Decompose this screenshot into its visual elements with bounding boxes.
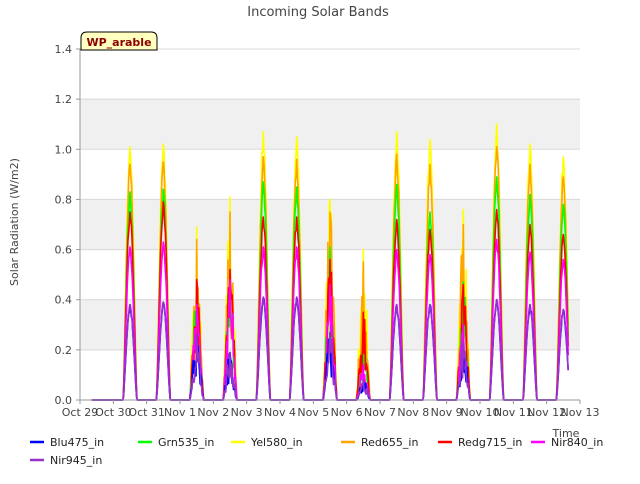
y-tick-label: 0.6 <box>55 244 73 257</box>
x-tick-label: Nov 8 <box>397 406 429 419</box>
site-badge: WP_arable <box>80 31 158 51</box>
x-tick-label: Nov 7 <box>364 406 396 419</box>
x-tick-label: Nov 12 <box>527 406 566 419</box>
chart-title: Incoming Solar Bands <box>247 5 389 20</box>
y-tick-label: 1.0 <box>55 143 73 156</box>
x-tick-label: Nov 4 <box>264 406 296 419</box>
x-tick-label: Oct 30 <box>95 406 132 419</box>
x-tick-label: Nov 5 <box>297 406 329 419</box>
legend-label-yel580-in: Yel580_in <box>250 436 303 449</box>
x-tick-label: Nov 1 <box>164 406 196 419</box>
site-badge-label: WP_arable <box>86 36 151 49</box>
y-tick-label: 0.0 <box>55 394 73 407</box>
legend-label-grn535-in: Grn535_in <box>158 436 214 449</box>
x-tick-label: Nov 10 <box>461 406 500 419</box>
y-axis-label: Solar Radiation (W/m2) <box>8 158 21 286</box>
legend-label-red655-in: Red655_in <box>361 436 418 449</box>
x-tick-label: Oct 29 <box>62 406 99 419</box>
x-axis-label: Time <box>552 427 580 440</box>
y-tick-label: 0.2 <box>55 344 73 357</box>
x-tick-label: Nov 6 <box>331 406 363 419</box>
grid-band <box>80 99 580 150</box>
y-tick-label: 1.2 <box>55 93 73 106</box>
y-tick-label: 0.4 <box>55 294 73 307</box>
legend-label-nir945-in: Nir945_in <box>50 454 102 467</box>
site-badge-box <box>80 31 158 51</box>
x-tick-label: Nov 13 <box>561 406 600 419</box>
legend-label-blu475-in: Blu475_in <box>50 436 104 449</box>
x-tick-label: Oct 31 <box>128 406 165 419</box>
x-tick-label: Nov 9 <box>431 406 463 419</box>
x-tick-label: Nov 3 <box>231 406 263 419</box>
x-tick-label: Nov 2 <box>197 406 229 419</box>
legend: Blu475_in Grn535_in Yel580_in Red655_in Redg… <box>30 436 603 467</box>
x-tick-label: Nov 11 <box>494 406 533 419</box>
legend-label-nir840-in: Nir840_in <box>551 436 603 449</box>
legend-label-redg715-in: Redg715_in <box>458 436 522 449</box>
y-tick-label: 0.8 <box>55 193 73 206</box>
y-tick-label: 1.4 <box>55 43 73 56</box>
